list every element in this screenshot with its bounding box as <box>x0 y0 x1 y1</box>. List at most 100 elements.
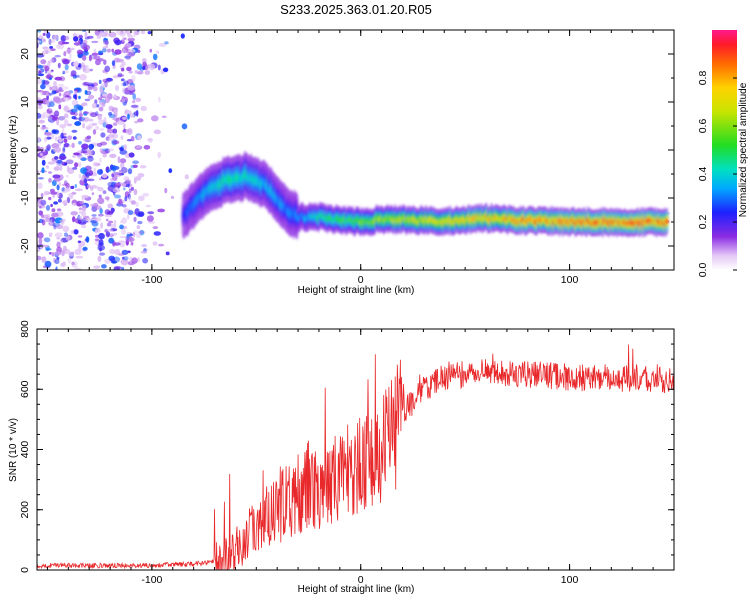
ridge-band <box>181 150 669 241</box>
noise-speckle <box>129 233 133 237</box>
noise-speckle <box>133 216 137 222</box>
noise-speckle <box>108 237 115 244</box>
noise-speckle <box>124 109 132 116</box>
noise-speckle <box>88 149 92 156</box>
noise-speckle <box>45 92 49 97</box>
noise-speckle <box>71 129 78 133</box>
noise-speckle <box>40 126 45 131</box>
noise-speckle <box>71 191 77 195</box>
noise-speckle <box>105 230 110 238</box>
noise-speckle <box>84 183 88 186</box>
noise-speckle <box>46 73 52 80</box>
noise-speckle <box>147 211 155 215</box>
noise-speckle <box>64 187 71 192</box>
noise-speckle <box>164 187 168 194</box>
noise-speckle <box>106 48 111 53</box>
noise-speckle <box>49 86 52 91</box>
noise-speckle <box>98 232 105 240</box>
noise-speckle <box>86 82 94 85</box>
noise-speckle <box>60 132 64 140</box>
noise-speckle <box>67 123 72 127</box>
noise-speckle <box>133 230 139 235</box>
noise-speckle <box>105 40 109 45</box>
noise-speckle <box>140 250 148 254</box>
noise-speckle <box>42 32 46 37</box>
noise-speckle <box>91 40 99 44</box>
noise-speckle <box>104 65 111 73</box>
noise-speckle <box>78 210 83 215</box>
noise-speckle <box>63 106 68 111</box>
noise-speckle <box>87 85 93 91</box>
spectrogram-x-axis-label: Height of straight line (km) <box>298 285 415 296</box>
noise-speckle <box>50 203 53 208</box>
noise-speckle <box>79 110 83 118</box>
noise-speckle <box>130 104 139 108</box>
noise-speckle <box>114 49 122 55</box>
noise-speckle <box>164 41 169 45</box>
noise-speckle <box>64 162 68 166</box>
noise-speckle <box>40 244 49 248</box>
noise-speckle <box>157 64 161 71</box>
noise-speckle <box>54 34 59 41</box>
noise-speckle <box>142 61 147 67</box>
noise-speckle <box>136 176 141 181</box>
noise-speckle <box>141 244 148 248</box>
noise-speckle <box>112 128 118 134</box>
noise-speckle <box>48 196 52 201</box>
noise-speckle <box>165 251 170 256</box>
noise-speckle <box>105 218 109 222</box>
snr-x-axis-label: Height of straight line (km) <box>298 584 415 595</box>
y-tick-label: -10 <box>19 190 31 205</box>
noise-speckle <box>38 35 43 40</box>
noise-speckle <box>84 31 88 39</box>
noise-speckle <box>45 204 51 211</box>
noise-speckle <box>44 65 50 72</box>
y-tick-label: 600 <box>19 380 31 398</box>
noise-speckle <box>100 132 106 138</box>
noise-speckle <box>137 257 140 262</box>
noise-speckle <box>170 195 175 200</box>
noise-speckle <box>91 214 97 217</box>
noise-speckle <box>137 220 143 225</box>
noise-speckle <box>63 113 69 119</box>
noise-speckle <box>81 204 87 212</box>
noise-speckle <box>56 241 61 249</box>
noise-speckle <box>74 248 82 255</box>
noise-speckle <box>93 86 98 92</box>
noise-speckle <box>124 55 131 59</box>
noise-speckle <box>88 149 94 156</box>
noise-speckle <box>128 70 133 74</box>
noise-speckle <box>48 76 53 81</box>
noise-speckle <box>87 35 94 39</box>
noise-speckle <box>97 187 104 192</box>
noise-speckle <box>102 153 107 158</box>
noise-speckle <box>90 220 97 224</box>
noise-speckle <box>104 209 111 215</box>
noise-speckle <box>67 257 72 264</box>
noise-speckle <box>128 188 132 194</box>
noise-speckle <box>45 217 51 223</box>
noise-speckle <box>112 122 118 126</box>
noise-speckle <box>73 36 79 42</box>
noise-speckle <box>44 260 52 268</box>
noise-speckle <box>128 197 132 203</box>
y-tick-label: 0 <box>19 147 31 153</box>
noise-speckle <box>78 207 83 211</box>
noise-speckle <box>57 116 66 121</box>
noise-speckle <box>45 165 48 168</box>
noise-speckle <box>120 39 125 44</box>
noise-speckle <box>42 80 50 85</box>
noise-speckle <box>73 42 82 46</box>
noise-speckle <box>62 225 70 233</box>
noise-speckle <box>119 242 125 248</box>
noise-speckle <box>99 157 102 163</box>
noise-speckle <box>71 116 77 120</box>
noise-speckle <box>73 94 77 99</box>
noise-speckle <box>79 74 87 81</box>
noise-speckle <box>101 93 108 97</box>
noise-speckle <box>88 118 94 122</box>
y-tick-label: -20 <box>19 238 31 253</box>
noise-speckle <box>103 59 107 65</box>
noise-speckle <box>64 35 70 41</box>
